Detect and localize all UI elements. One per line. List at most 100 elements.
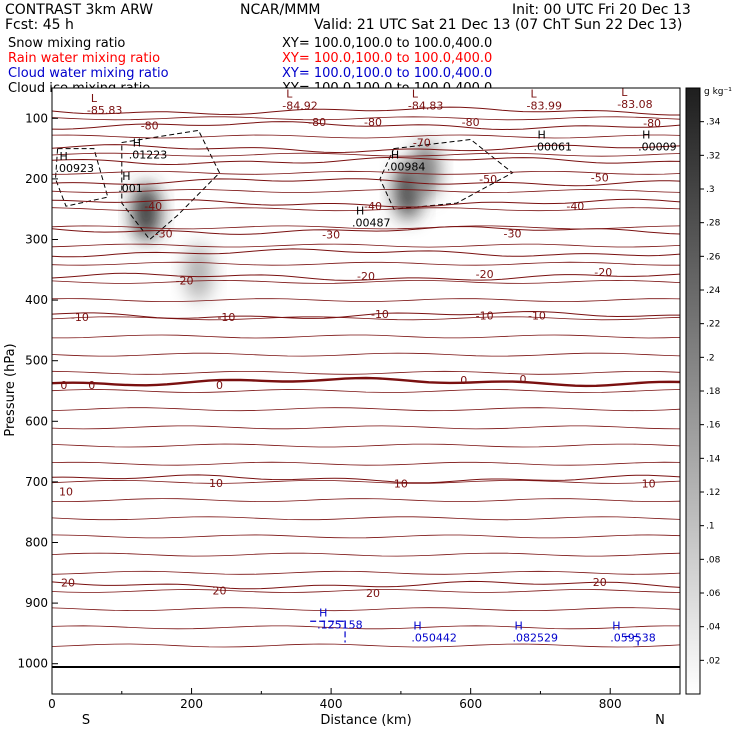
temperature-contour-label: -40 xyxy=(364,200,382,213)
isotherm-line xyxy=(52,625,680,630)
temperature-contour-label: -10 xyxy=(371,308,389,321)
temperature-contour-line xyxy=(52,144,680,154)
temperature-min-marker: L xyxy=(286,87,293,100)
temperature-contour-label: 0 xyxy=(460,374,467,387)
temperature-min-value: -84.83 xyxy=(408,99,443,112)
temperature-contour-label: -40 xyxy=(566,200,584,213)
temperature-contour-label: -30 xyxy=(155,227,173,240)
temperature-contour-label: -80 xyxy=(462,116,480,129)
cloud-ice-max-marker: H xyxy=(537,129,545,142)
colorbar-tick-label: .1 xyxy=(706,522,715,532)
model-title: CONTRAST 3km ARW xyxy=(5,2,153,18)
temperature-contour-line xyxy=(52,157,680,166)
y-axis-title: Pressure (hPa) xyxy=(3,343,18,436)
isotherm-line xyxy=(52,479,680,484)
cloud-ice-max-value: .00923 xyxy=(55,162,94,175)
colorbar-tick-label: .04 xyxy=(706,623,721,633)
colorbar-tick-label: .3 xyxy=(706,185,715,195)
colorbar-tick-label: .06 xyxy=(706,589,721,599)
forecast-hour: Fcst: 45 h xyxy=(5,17,74,33)
temperature-contour-label: -20 xyxy=(476,268,494,281)
temperature-contour-label: -50 xyxy=(479,173,497,186)
isotherm-line xyxy=(52,552,680,557)
legend-field-xy: XY= 100.0,100.0 to 100.0,400.0 xyxy=(282,66,492,81)
cloud-water-max-marker: H xyxy=(413,619,421,632)
temperature-contour-line xyxy=(52,106,680,116)
isotherm-line xyxy=(52,225,680,230)
temperature-contour-label: -10 xyxy=(476,309,494,322)
temperature-min-value: -83.99 xyxy=(526,99,561,112)
contour-labels: -80 -80 -80 -80 -80 -70 -50 -50 -40 -40 -40 -30 -30 -… xyxy=(55,87,677,644)
cloud-ice-max-marker: H xyxy=(356,204,364,217)
isotherm-line xyxy=(52,134,680,139)
cloud-ice-max-value: .00984 xyxy=(387,161,426,174)
temperature-contour-label: 0 xyxy=(520,373,527,386)
colorbar-tick-label: .12 xyxy=(706,488,720,498)
cloud-ice-max-value: .00061 xyxy=(533,141,572,154)
temperature-contour-line xyxy=(52,272,680,281)
cloud-ice-max-marker: H xyxy=(133,136,141,149)
cloud-ice-max-marker: H xyxy=(391,149,399,162)
cloud-water-max-marker: H xyxy=(612,619,620,632)
x-axis-title: Distance (km) xyxy=(320,713,411,728)
plot-frame xyxy=(51,87,681,695)
temperature-contour-label: 0 xyxy=(88,379,95,392)
temperature-contour-label: 0 xyxy=(60,379,67,392)
colorbar-tick-label: .2 xyxy=(706,353,715,363)
temperature-contour-label: 20 xyxy=(61,576,75,589)
cloud-ice-max-value: .001 xyxy=(118,182,142,195)
y-axis-tick-label: 900 xyxy=(25,596,48,610)
temperature-contour-line xyxy=(52,248,680,258)
temperature-contour-line xyxy=(52,198,680,208)
cloud-water-max-value: .059538 xyxy=(610,631,656,644)
isotherm-line xyxy=(52,298,680,303)
legend-field-name: Snow mixing ratio xyxy=(8,36,125,51)
x-axis-tick-label: 200 xyxy=(180,697,203,711)
isotherm-line xyxy=(52,370,680,375)
y-axis-tick-label: 1000 xyxy=(17,657,48,671)
y-axis-tick-label: 100 xyxy=(25,111,48,125)
temperature-contour-label: 10 xyxy=(59,486,73,499)
axes: 0 200 400 600 800100200300400500600700800900… xyxy=(17,111,621,711)
temperature-contour-line xyxy=(52,376,680,388)
cloud-ice-max-value: .00487 xyxy=(352,216,391,229)
cloud-water-max-value: .125158 xyxy=(317,619,363,632)
isotherm-line xyxy=(52,607,680,612)
temperature-contours xyxy=(52,106,680,648)
isotherm-line xyxy=(52,534,680,539)
north-end-label: N xyxy=(655,713,665,728)
isotherm-line xyxy=(52,498,680,503)
isotherm-line xyxy=(52,570,680,575)
colorbar-tick-label: .22 xyxy=(706,320,720,330)
y-axis-tick-label: 400 xyxy=(25,293,48,307)
temperature-contour-line xyxy=(52,474,680,484)
temperature-contour-line xyxy=(52,580,680,590)
cloud-ice-max-value: .01223 xyxy=(129,148,168,161)
y-axis-tick-label: 800 xyxy=(25,536,48,550)
isotherm-line xyxy=(52,516,680,521)
snow-max-blob xyxy=(184,244,213,301)
x-axis-tick-label: 800 xyxy=(599,697,622,711)
isotherm-line xyxy=(52,334,680,339)
legend-field-xy: XY= 100.0,100.0 to 100.0,400.0 xyxy=(282,36,492,51)
isotherm-line xyxy=(52,207,680,212)
south-end-label: S xyxy=(82,713,90,728)
cloud-ice-contour xyxy=(379,138,514,210)
cloud-water-max-marker: H xyxy=(515,619,523,632)
colorbar-tick-label: .02 xyxy=(706,656,720,666)
temperature-contour-label: -40 xyxy=(144,200,162,213)
cloud-ice-max-value: .00009 xyxy=(638,141,677,154)
isotherm-line xyxy=(52,407,680,412)
colorbar-tick-label: .24 xyxy=(706,286,721,296)
cloud-water-contour xyxy=(624,635,639,646)
colorbar-tick-label: .32 xyxy=(706,151,720,161)
colorbar-tick-label: .14 xyxy=(706,454,721,464)
legend-field-name: Rain water mixing ratio xyxy=(8,51,160,66)
temperature-contour-label: -30 xyxy=(322,229,340,242)
isotherm-line xyxy=(52,243,680,248)
colorbar-tick-label: .18 xyxy=(706,387,721,397)
temperature-contour-label: 20 xyxy=(593,576,607,589)
colorbar-tick-label: .28 xyxy=(706,219,721,229)
isotherm-line xyxy=(52,589,680,593)
